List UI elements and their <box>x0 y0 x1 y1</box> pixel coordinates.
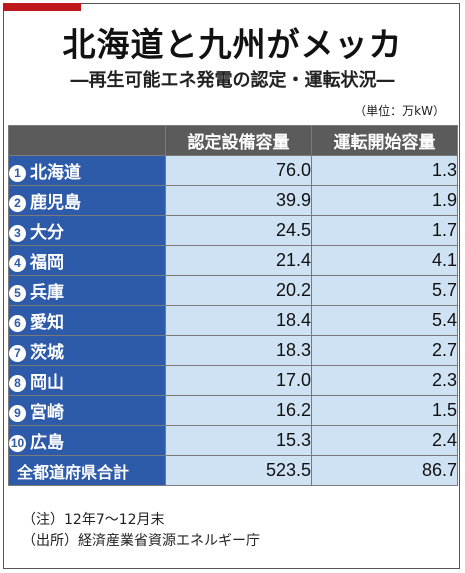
total-certified-cell: 523.5 <box>165 455 312 486</box>
unit-label: （単位：万kW） <box>354 104 445 118</box>
table-row: 4 福岡 21.4 4.1 <box>8 245 458 276</box>
note-period: （注）12年7～12月末 <box>22 512 165 528</box>
prefecture-cell: 1 北海道 <box>8 155 166 186</box>
prefecture-cell: 9 宮崎 <box>8 395 166 426</box>
certified-capacity-cell: 15.3 <box>165 425 312 456</box>
prefecture-name: 大分 <box>30 223 64 243</box>
prefecture-cell: 5 兵庫 <box>8 275 166 306</box>
header-corner <box>8 125 166 156</box>
table-row: 5 兵庫 20.2 5.7 <box>8 275 458 306</box>
prefecture-cell: 2 鹿児島 <box>8 185 166 216</box>
note-source: （出所）経済産業省資源エネルギー庁 <box>22 533 260 549</box>
table-row: 9 宮崎 16.2 1.5 <box>8 395 458 426</box>
operating-capacity-cell: 1.9 <box>311 185 458 216</box>
operating-capacity-cell: 5.4 <box>311 305 458 336</box>
prefecture-name: 宮崎 <box>30 403 64 423</box>
total-row: 全都道府県合計 523.5 86.7 <box>8 455 458 486</box>
prefecture-cell: 4 福岡 <box>8 245 166 276</box>
certified-capacity-cell: 17.0 <box>165 365 312 396</box>
rank-badge: 9 <box>9 405 26 422</box>
column-header-certified: 認定設備容量 <box>165 125 312 156</box>
rank-badge: 3 <box>9 225 26 242</box>
operating-capacity-cell: 1.5 <box>311 395 458 426</box>
rank-badge: 10 <box>9 435 26 452</box>
operating-capacity-cell: 1.3 <box>311 155 458 186</box>
operating-capacity-cell: 5.7 <box>311 275 458 306</box>
prefecture-name: 広島 <box>30 433 64 453</box>
data-table: 認定設備容量 運転開始容量 1 北海道 76.0 1.3 2 鹿児島 39.9 1.9 3 大分 2… <box>8 125 458 486</box>
certified-capacity-cell: 21.4 <box>165 245 312 276</box>
prefecture-cell: 7 茨城 <box>8 335 166 366</box>
table-row: 6 愛知 18.4 5.4 <box>8 305 458 336</box>
table-row: 2 鹿児島 39.9 1.9 <box>8 185 458 216</box>
table-row: 7 茨城 18.3 2.7 <box>8 335 458 366</box>
rank-badge: 6 <box>9 315 26 332</box>
prefecture-name: 岡山 <box>30 373 64 393</box>
certified-capacity-cell: 24.5 <box>165 215 312 246</box>
certified-capacity-cell: 20.2 <box>165 275 312 306</box>
certified-capacity-cell: 16.2 <box>165 395 312 426</box>
certified-capacity-cell: 18.3 <box>165 335 312 366</box>
header-row: 認定設備容量 運転開始容量 <box>8 125 458 156</box>
prefecture-cell: 10 広島 <box>8 425 166 456</box>
certified-capacity-cell: 76.0 <box>165 155 312 186</box>
prefecture-name: 北海道 <box>30 163 81 183</box>
table-row: 10 広島 15.3 2.4 <box>8 425 458 456</box>
certified-capacity-cell: 39.9 <box>165 185 312 216</box>
operating-capacity-cell: 2.7 <box>311 335 458 366</box>
prefecture-cell: 3 大分 <box>8 215 166 246</box>
table-body: 1 北海道 76.0 1.3 2 鹿児島 39.9 1.9 3 大分 24.5 1.7 4 福岡 21.4 4… <box>8 155 458 486</box>
rank-badge: 1 <box>9 165 26 182</box>
operating-capacity-cell: 2.4 <box>311 425 458 456</box>
column-header-operating: 運転開始容量 <box>311 125 458 156</box>
operating-capacity-cell: 1.7 <box>311 215 458 246</box>
notes: （注）12年7～12月末 （出所）経済産業省資源エネルギー庁 <box>22 510 260 552</box>
rank-badge: 4 <box>9 255 26 272</box>
prefecture-cell: 6 愛知 <box>8 305 166 336</box>
prefecture-name: 福岡 <box>30 253 64 273</box>
rank-badge: 8 <box>9 375 26 392</box>
figure-subtitle: ―再生可能エネ発電の認定・運転状況― <box>70 70 395 91</box>
total-operating-cell: 86.7 <box>311 455 458 486</box>
prefecture-name: 愛知 <box>30 313 64 333</box>
table-row: 1 北海道 76.0 1.3 <box>8 155 458 186</box>
prefecture-cell: 8 岡山 <box>8 365 166 396</box>
accent-bar <box>3 3 81 11</box>
table-row: 8 岡山 17.0 2.3 <box>8 365 458 396</box>
rank-badge: 7 <box>9 345 26 362</box>
prefecture-name: 茨城 <box>30 343 64 363</box>
prefecture-name: 兵庫 <box>30 283 64 303</box>
table-row: 3 大分 24.5 1.7 <box>8 215 458 246</box>
rank-badge: 2 <box>9 195 26 212</box>
figure-title: 北海道と九州がメッカ <box>62 25 403 64</box>
certified-capacity-cell: 18.4 <box>165 305 312 336</box>
operating-capacity-cell: 4.1 <box>311 245 458 276</box>
rank-badge: 5 <box>9 285 26 302</box>
prefecture-name: 鹿児島 <box>30 193 81 213</box>
total-label-cell: 全都道府県合計 <box>8 455 166 486</box>
operating-capacity-cell: 2.3 <box>311 365 458 396</box>
